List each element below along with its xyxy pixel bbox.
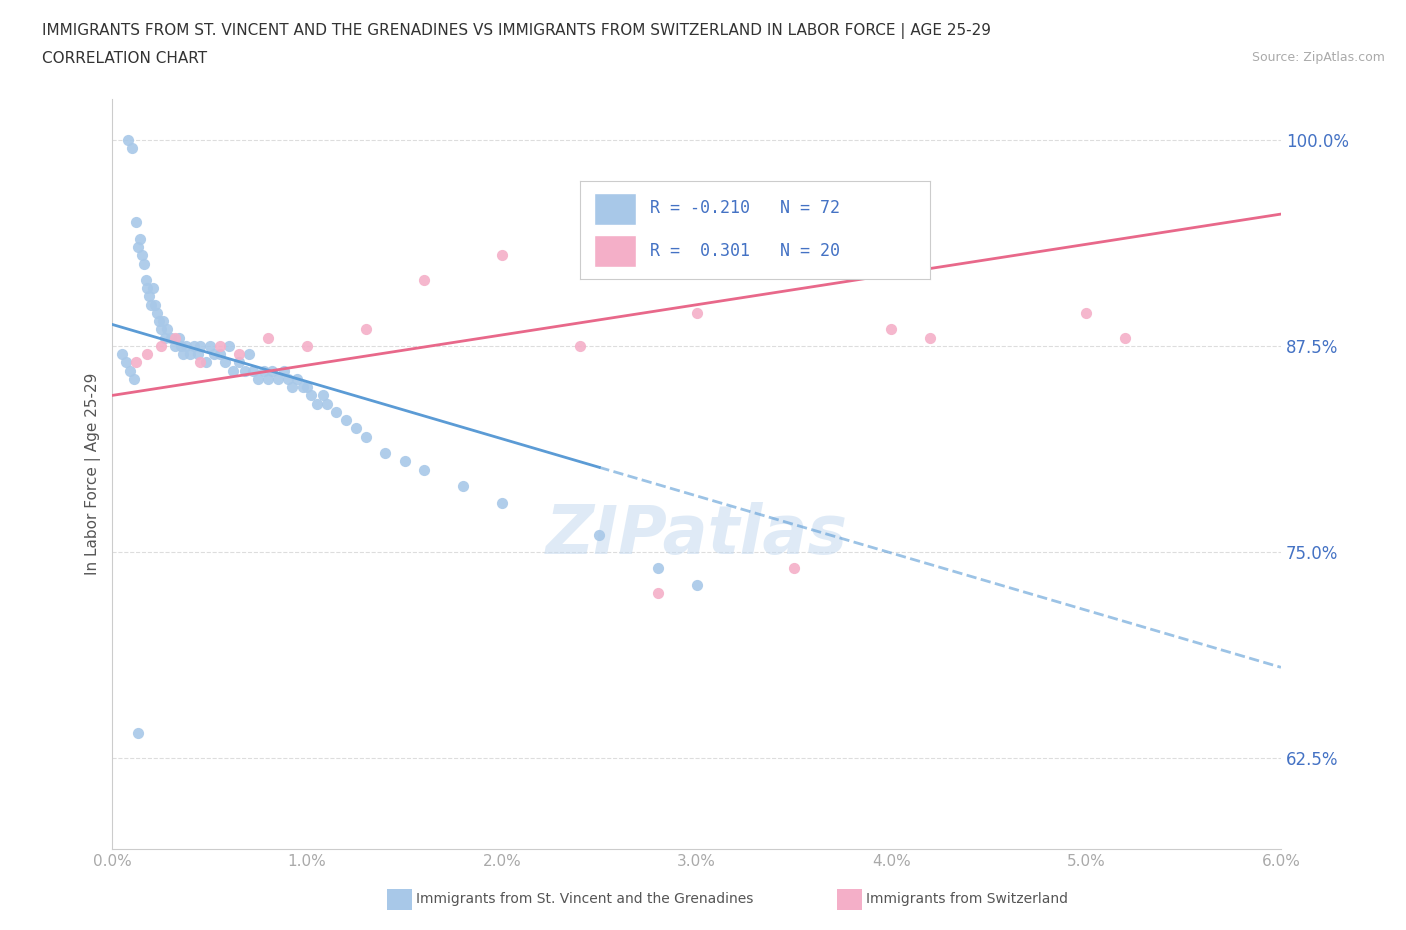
Point	[160, 330, 183, 345]
Point	[118, 364, 141, 379]
Point	[588, 528, 610, 543]
Point	[167, 330, 190, 345]
Point	[143, 298, 166, 312]
Point	[142, 281, 165, 296]
Point	[394, 454, 416, 469]
Point	[176, 339, 198, 353]
Point	[132, 256, 155, 271]
Point	[413, 272, 436, 287]
Point	[150, 322, 173, 337]
Point	[152, 313, 174, 328]
Point	[287, 371, 309, 386]
Point	[228, 355, 250, 370]
Point	[374, 445, 396, 460]
Point	[150, 339, 173, 353]
Point	[121, 140, 143, 155]
Point	[262, 364, 284, 379]
Point	[686, 578, 709, 592]
Point	[131, 247, 153, 262]
Point	[153, 330, 176, 345]
Point	[134, 272, 156, 287]
Point	[127, 240, 149, 255]
Point	[305, 396, 328, 411]
Point	[111, 347, 134, 362]
Point	[233, 364, 256, 379]
Point	[183, 339, 205, 353]
Point	[277, 371, 299, 386]
Point	[257, 371, 280, 386]
Text: Immigrants from Switzerland: Immigrants from Switzerland	[866, 892, 1069, 907]
Point	[172, 347, 194, 362]
Point	[136, 347, 159, 362]
Point	[228, 347, 250, 362]
Point	[179, 347, 201, 362]
Point	[127, 725, 149, 740]
Point	[325, 405, 347, 419]
Point	[238, 347, 260, 362]
Text: ZIPatlas: ZIPatlas	[546, 502, 848, 568]
Point	[194, 355, 217, 370]
Point	[122, 371, 145, 386]
Point	[273, 364, 295, 379]
Point	[344, 421, 367, 436]
Point	[169, 339, 191, 353]
Point	[1076, 306, 1098, 321]
Point	[295, 339, 318, 353]
Point	[156, 322, 179, 337]
Point	[242, 364, 264, 379]
Point	[125, 355, 148, 370]
Text: Source: ZipAtlas.com: Source: ZipAtlas.com	[1251, 51, 1385, 64]
Point	[647, 561, 669, 576]
Point	[208, 339, 231, 353]
Point	[125, 215, 148, 230]
Point	[335, 413, 357, 428]
Point	[163, 330, 186, 345]
Point	[686, 306, 709, 321]
Point	[148, 313, 170, 328]
Text: IMMIGRANTS FROM ST. VINCENT AND THE GRENADINES VS IMMIGRANTS FROM SWITZERLAND IN: IMMIGRANTS FROM ST. VINCENT AND THE GREN…	[42, 23, 991, 39]
Y-axis label: In Labor Force | Age 25-29: In Labor Force | Age 25-29	[86, 373, 101, 575]
Point	[1114, 330, 1136, 345]
Point	[413, 462, 436, 477]
Point	[253, 364, 276, 379]
Text: Immigrants from St. Vincent and the Grenadines: Immigrants from St. Vincent and the Gren…	[416, 892, 754, 907]
Point	[299, 388, 322, 403]
Point	[280, 379, 302, 394]
Point	[491, 247, 513, 262]
Point	[491, 495, 513, 510]
Point	[267, 371, 290, 386]
Point	[218, 339, 240, 353]
Point	[880, 322, 903, 337]
Point	[920, 330, 942, 345]
Point	[783, 561, 806, 576]
Point	[138, 289, 160, 304]
Point	[292, 379, 315, 394]
Point	[198, 339, 221, 353]
Point	[141, 298, 163, 312]
Point	[146, 306, 169, 321]
Point	[163, 339, 186, 353]
Text: CORRELATION CHART: CORRELATION CHART	[42, 51, 207, 66]
Point	[188, 339, 211, 353]
Point	[115, 355, 138, 370]
Point	[647, 586, 669, 601]
Point	[247, 371, 270, 386]
Point	[214, 355, 236, 370]
Point	[354, 322, 377, 337]
Point	[222, 364, 245, 379]
Point	[295, 379, 318, 394]
Point	[208, 347, 231, 362]
Point	[451, 479, 474, 494]
Point	[128, 232, 150, 246]
Point	[188, 355, 211, 370]
Point	[117, 132, 139, 147]
Point	[257, 330, 280, 345]
Point	[202, 347, 225, 362]
Point	[187, 347, 209, 362]
Point	[568, 339, 591, 353]
Point	[315, 396, 337, 411]
Point	[354, 429, 377, 444]
Point	[136, 281, 159, 296]
Point	[312, 388, 335, 403]
